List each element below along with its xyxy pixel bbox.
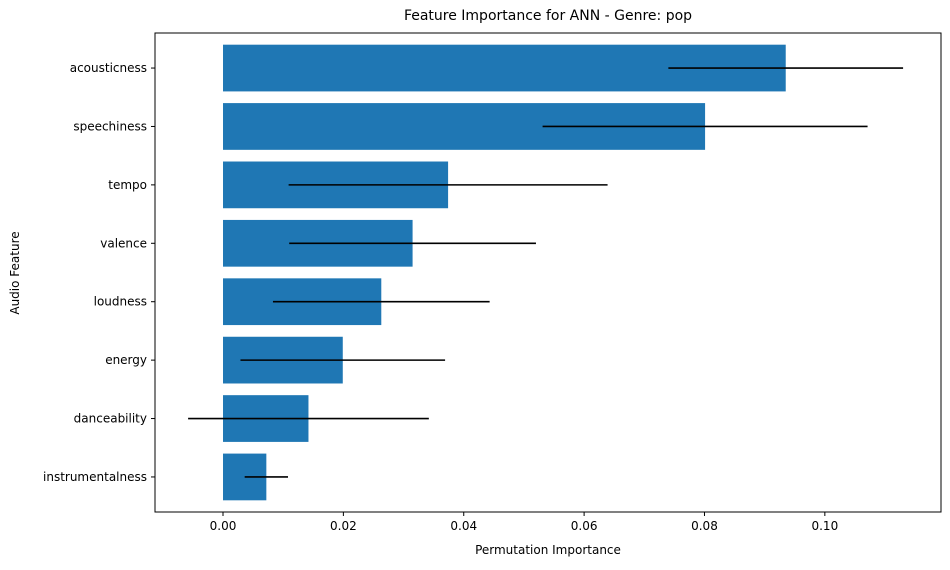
y-tick-label: loudness — [94, 295, 147, 309]
x-tick-label: 0.08 — [691, 519, 718, 533]
plot-frame — [154, 32, 942, 513]
y-ticks-layer: acousticness speechiness tempo valence loudn… — [43, 61, 155, 484]
y-tick-label: speechiness — [73, 119, 147, 133]
y-tick-label: acousticness — [70, 61, 147, 75]
x-tick-label: 0.02 — [330, 519, 357, 533]
y-tick-label: instrumentalness — [43, 470, 147, 484]
x-tick-label: 0.10 — [811, 519, 838, 533]
x-tick-label: 0.00 — [210, 519, 237, 533]
y-tick-label: danceability — [74, 412, 147, 426]
y-tick-label: energy — [105, 353, 147, 367]
error-bars-layer — [188, 67, 904, 478]
x-tick-label: 0.04 — [450, 519, 477, 533]
y-tick-label: tempo — [108, 178, 147, 192]
x-axis-label: Permutation Importance — [475, 543, 621, 557]
chart-title: Feature Importance for ANN - Genre: pop — [404, 8, 692, 24]
y-axis-label: Audio Feature — [8, 231, 22, 314]
x-tick-label: 0.06 — [571, 519, 598, 533]
y-tick-label: valence — [100, 236, 147, 250]
x-ticks-layer: 0.00 0.02 0.04 0.06 0.08 0.10 — [210, 512, 838, 533]
bars-layer — [223, 44, 786, 501]
